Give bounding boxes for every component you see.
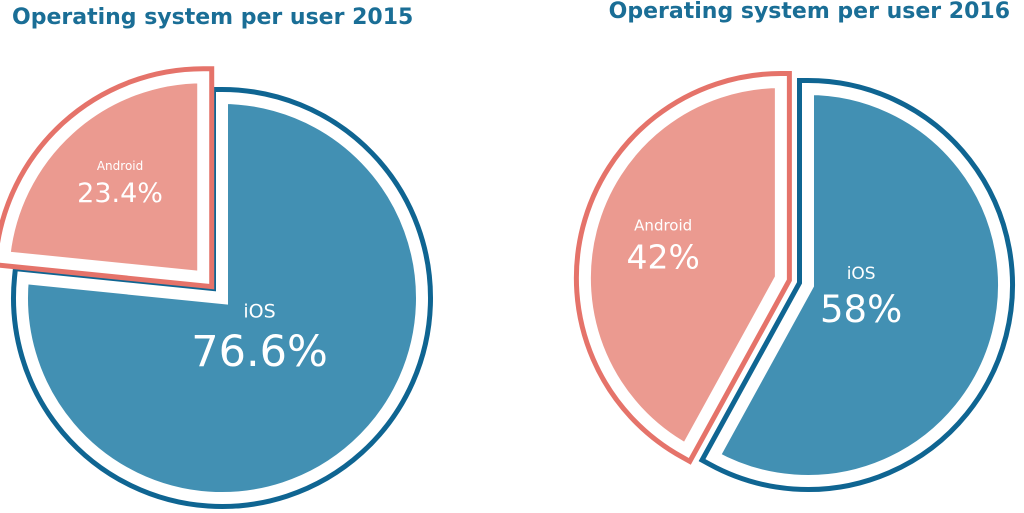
slice-value-label: 76.6% (191, 327, 328, 377)
slice-category: Android (634, 216, 692, 234)
slice-value-label: 42% (626, 238, 699, 277)
slice-category: iOS (243, 300, 275, 322)
slice (705, 82, 1010, 487)
slice (0, 71, 210, 284)
slice-value-label: 58% (820, 288, 902, 331)
chart-title: Operating system per user 2015 (12, 5, 413, 30)
slice-value-label: 23.4% (77, 178, 163, 209)
slice-category: iOS (847, 264, 876, 284)
chart-title: Operating system per user 2016 (609, 0, 1010, 24)
slice (16, 91, 428, 504)
slice (578, 76, 787, 458)
slice-category: Android (97, 159, 143, 173)
